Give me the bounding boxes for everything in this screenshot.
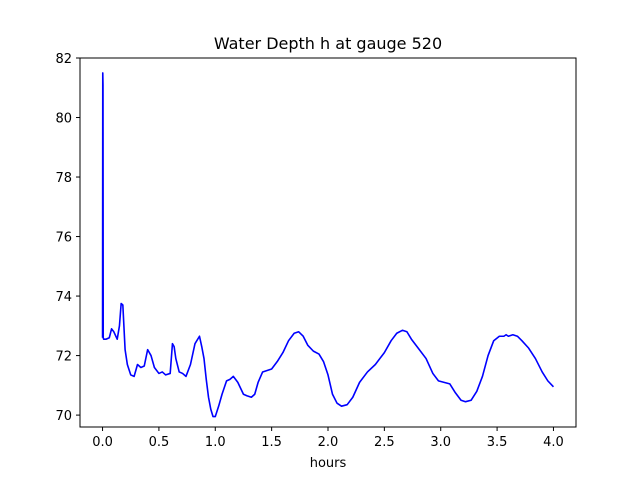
x-tick-label: 1.5: [261, 435, 282, 450]
x-tick-label: 0.0: [92, 435, 113, 450]
y-tick-label: 76: [55, 231, 72, 246]
y-tick-label: 82: [55, 52, 72, 67]
plot-frame: [79, 57, 577, 428]
y-tick-label: 72: [55, 350, 72, 365]
series-line-0: [101, 72, 555, 418]
x-tick-label: 4.0: [543, 435, 564, 450]
series-layer: [101, 72, 555, 418]
x-tick-label: 2.5: [374, 435, 395, 450]
x-tick-label: 3.5: [487, 435, 508, 450]
x-tick-label: 1.0: [205, 435, 226, 450]
chart-title: Water Depth h at gauge 520: [214, 34, 442, 53]
plot-area: [80, 58, 576, 427]
y-tick-label: 78: [55, 171, 72, 186]
y-axis: 70 72 74 76 78 80 82: [55, 52, 80, 424]
x-tick-label: 0.5: [149, 435, 170, 450]
y-tick-label: 70: [55, 409, 72, 424]
x-axis-label: hours: [310, 456, 347, 471]
y-tick-label: 80: [55, 112, 72, 127]
x-tick-label: 2.0: [318, 435, 339, 450]
x-tick-label: 3.0: [430, 435, 451, 450]
y-tick-label: 74: [55, 290, 72, 305]
x-axis: 0.0 0.5 1.0 1.5 2.0 2.5 3.0 3.5 4.0: [92, 427, 564, 450]
